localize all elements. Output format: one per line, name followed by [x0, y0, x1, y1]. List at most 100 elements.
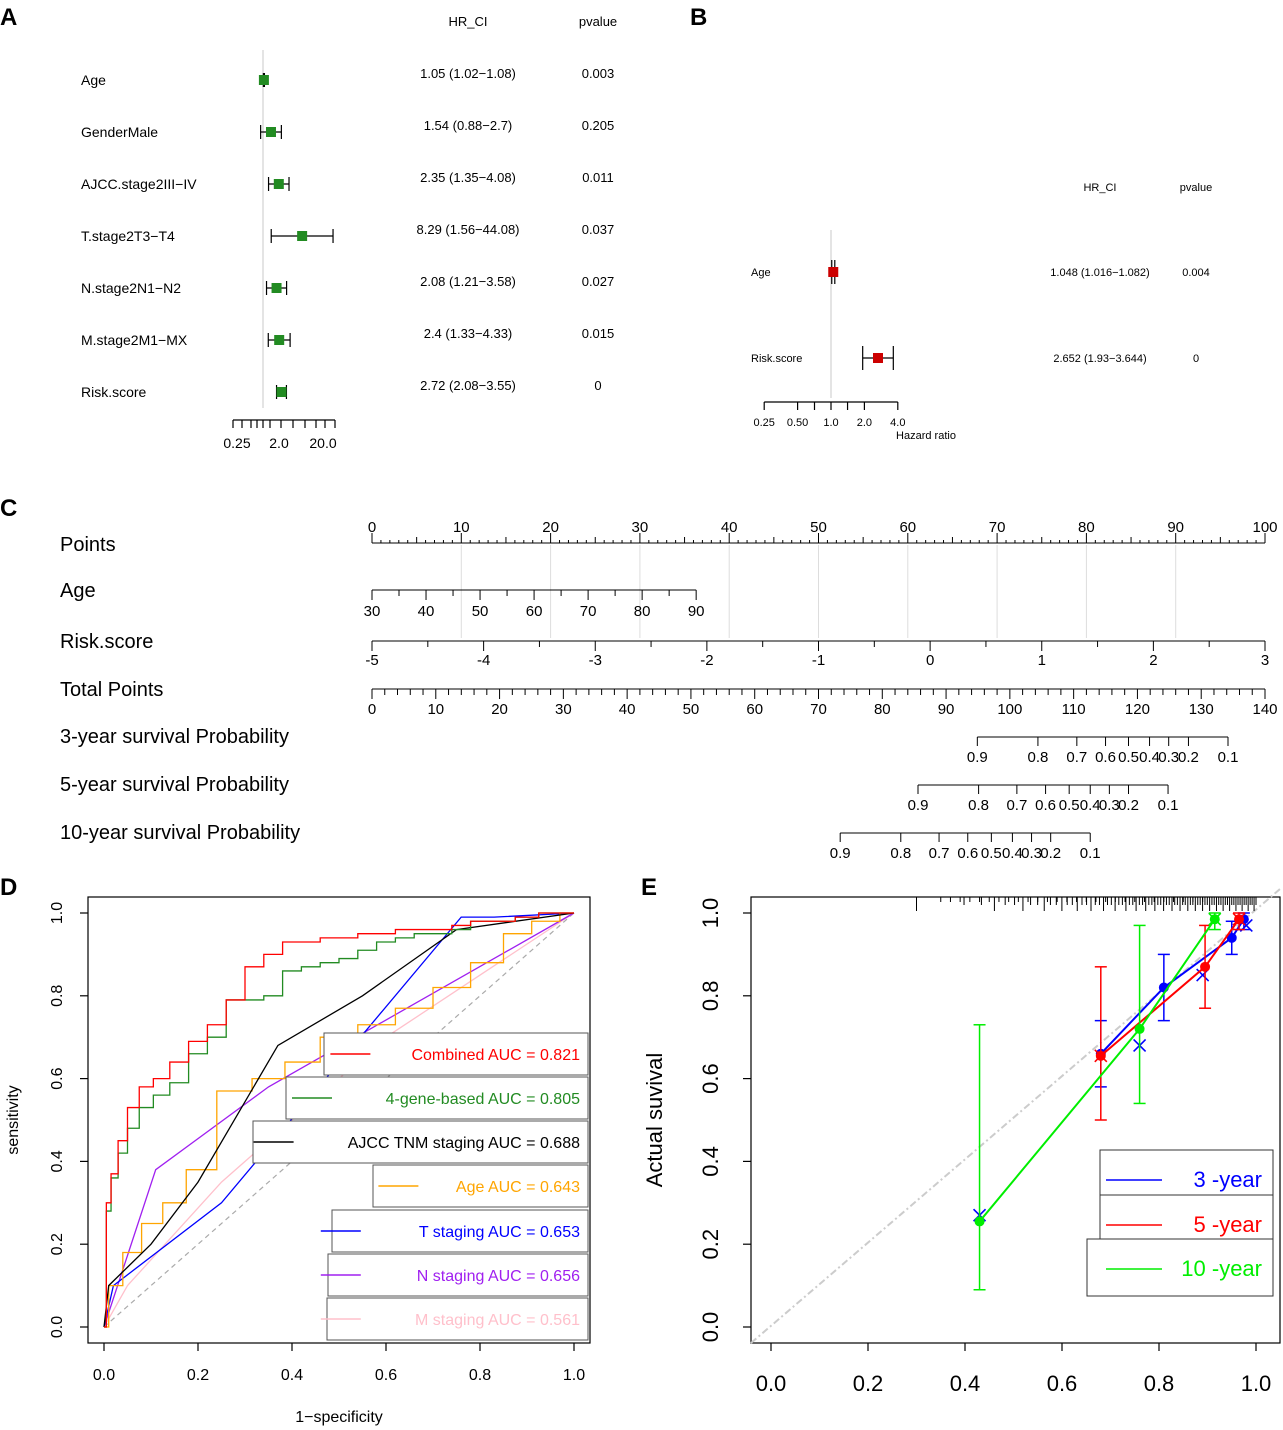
- roc-legend-box: [331, 1209, 589, 1253]
- panel-a-row-label: Age: [81, 72, 106, 88]
- panel-b-rows: Age 1.048 (1.016−1.082) 0.004 Risk.score 2.6…: [751, 230, 1210, 398]
- total-points-tick-label: 0: [368, 701, 376, 718]
- roc-legend-label: AJCC TNM staging AUC = 0.688: [348, 1135, 580, 1152]
- roc-x-axis-label: 1−specificity: [295, 1409, 383, 1426]
- survival-tick-label-10-year: 0.3: [1021, 845, 1042, 862]
- survival-tick-label-5-year: 0.2: [1118, 797, 1139, 814]
- panel-a-x-tick-label: 20.0: [309, 435, 336, 451]
- panel-c-nomogram: C Points Age Risk.score Total Points 3-year …: [0, 495, 1278, 862]
- roc-x-tick-label: 0.4: [281, 1367, 303, 1384]
- survival-tick-label-3-year: 0.2: [1178, 749, 1199, 766]
- points-tick-label: 30: [632, 519, 649, 536]
- nomogram-row-label: Total Points: [60, 679, 163, 701]
- total-points-tick-label: 100: [997, 701, 1022, 718]
- calibration-point: [1226, 932, 1237, 943]
- panel-b-x-tick-label: 4.0: [890, 417, 905, 429]
- roc-curve-n-staging: [103, 912, 575, 1328]
- calibration-ideal-line: [750, 888, 1281, 1344]
- points-tick-label: 40: [721, 519, 738, 536]
- panel-a-row-pvalue: 0.003: [582, 66, 615, 81]
- calibration-legend-label: 10 -year: [1181, 1256, 1262, 1281]
- points-tick-label: 60: [899, 519, 916, 536]
- risk-score-tick-label: 3: [1261, 652, 1269, 669]
- roc-plot-frame: [87, 896, 591, 1344]
- roc-legend-entry: Age AUC = 0.643: [372, 1164, 589, 1208]
- nomogram-row-label: 5-year survival Probability: [60, 774, 289, 796]
- risk-score-tick-label: -5: [365, 652, 378, 669]
- roc-legend-box: [252, 1120, 589, 1164]
- roc-curve-age: [104, 912, 574, 1328]
- panel-a-row-label: N.stage2N1−N2: [81, 280, 181, 296]
- panel-b-label: B: [690, 4, 707, 31]
- survival-tick-label-10-year: 0.7: [929, 845, 950, 862]
- panel-a-row-pvalue: 0.205: [582, 118, 615, 133]
- calibration-point: [1134, 1023, 1145, 1034]
- panel-a-row-pvalue: 0.037: [582, 222, 615, 237]
- points-tick-label: 20: [542, 519, 559, 536]
- roc-curve-4-gene-based: [104, 912, 574, 1328]
- roc-legend-entry: AJCC TNM staging AUC = 0.688: [252, 1120, 589, 1164]
- panel-b-row-label: Age: [751, 267, 771, 279]
- panel-a-rows: Age 1.05 (1.02−1.08) 0.003 GenderMale 1.54 (…: [81, 50, 614, 408]
- risk-score-tick-label: -1: [812, 652, 825, 669]
- roc-legend-entry: 4-gene-based AUC = 0.805: [285, 1076, 589, 1120]
- panel-a-hr-marker: [273, 179, 284, 189]
- survival-tick-label-10-year: 0.9: [830, 845, 851, 862]
- panel-b-x-tick-label: 2.0: [857, 417, 872, 429]
- calibration-line: [1100, 918, 1240, 1057]
- roc-curve-combined: [104, 912, 574, 1328]
- panel-b-header-hr: HR_CI: [1083, 182, 1116, 194]
- panel-a-hr-marker: [265, 127, 276, 137]
- roc-curve-ajcc-tnm-staging: [103, 912, 575, 1328]
- panel-b-row-hr-ci: 2.652 (1.93−3.644): [1053, 353, 1146, 365]
- nomogram-row-label: Risk.score: [60, 631, 153, 653]
- calibration-x-tick-label: 0.6: [1047, 1371, 1078, 1396]
- calibration-legend-label: 3 -year: [1194, 1167, 1262, 1192]
- panel-a-row-hr-ci: 2.4 (1.33−4.33): [424, 326, 513, 341]
- risk-score-tick-label: 1: [1038, 652, 1046, 669]
- calibration-plot: 0.0 0.0 0.2 0.2 0.4 0.4 0.6 0.6 0.8 0.8 1.0 1.0 Actu…: [642, 888, 1281, 1396]
- age-tick-label: 70: [580, 603, 597, 620]
- risk-score-tick-label: -2: [700, 652, 713, 669]
- points-tick-label: 90: [1167, 519, 1184, 536]
- panel-b-hr-marker: [828, 267, 839, 277]
- survival-tick-label-10-year: 0.8: [890, 845, 911, 862]
- calibration-point: [974, 1216, 985, 1227]
- roc-legend-label: N staging AUC = 0.656: [417, 1268, 580, 1285]
- points-tick-label: 50: [810, 519, 827, 536]
- panel-b-row-label: Risk.score: [751, 353, 802, 365]
- total-points-tick-label: 50: [683, 701, 700, 718]
- panel-a-axis: 0.25 2.0 20.0: [223, 419, 337, 451]
- total-points-tick-label: 20: [491, 701, 508, 718]
- survival-tick-label-3-year: 0.5: [1118, 749, 1139, 766]
- panel-a-row-pvalue: 0.015: [582, 326, 615, 341]
- panel-b-xlabel: Hazard ratio: [896, 430, 956, 442]
- calibration-legend-entry: 10 -year: [1086, 1238, 1274, 1297]
- panel-a-row-hr-ci: 1.54 (0.88−2.7): [424, 118, 513, 133]
- total-points-tick-label: 120: [1125, 701, 1150, 718]
- calibration-legend-label: 5 -year: [1194, 1212, 1262, 1237]
- panel-c-label: C: [0, 495, 17, 522]
- roc-y-tick-label: 0.2: [49, 1233, 66, 1255]
- roc-legend-box: [327, 1253, 589, 1297]
- panel-a-hr-marker: [297, 231, 308, 241]
- roc-legend-entry: N staging AUC = 0.656: [320, 1253, 589, 1297]
- roc-y-tick-label: 0.6: [49, 1067, 66, 1089]
- roc-legend-label: 4-gene-based AUC = 0.805: [386, 1091, 580, 1108]
- survival-tick-label-3-year: 0.4: [1139, 749, 1160, 766]
- calibration-x-tick-label: 0.0: [756, 1371, 787, 1396]
- survival-tick-label-10-year: 0.6: [957, 845, 978, 862]
- calibration-x-tick-label: 0.8: [1144, 1371, 1175, 1396]
- calibration-series-5--year: [1094, 912, 1246, 1121]
- age-tick-label: 40: [418, 603, 435, 620]
- survival-tick-label-5-year: 0.1: [1158, 797, 1179, 814]
- survival-tick-label-5-year: 0.8: [968, 797, 989, 814]
- calibration-point: [1200, 961, 1211, 972]
- calibration-plot-frame: [750, 896, 1281, 1344]
- panel-a-row-hr-ci: 2.72 (2.08−3.55): [420, 378, 516, 393]
- roc-curve-m-staging: [103, 912, 575, 1328]
- total-points-tick-label: 140: [1252, 701, 1277, 718]
- calibration-y-tick-label: 1.0: [698, 898, 723, 929]
- roc-legend-label: T staging AUC = 0.653: [419, 1224, 580, 1241]
